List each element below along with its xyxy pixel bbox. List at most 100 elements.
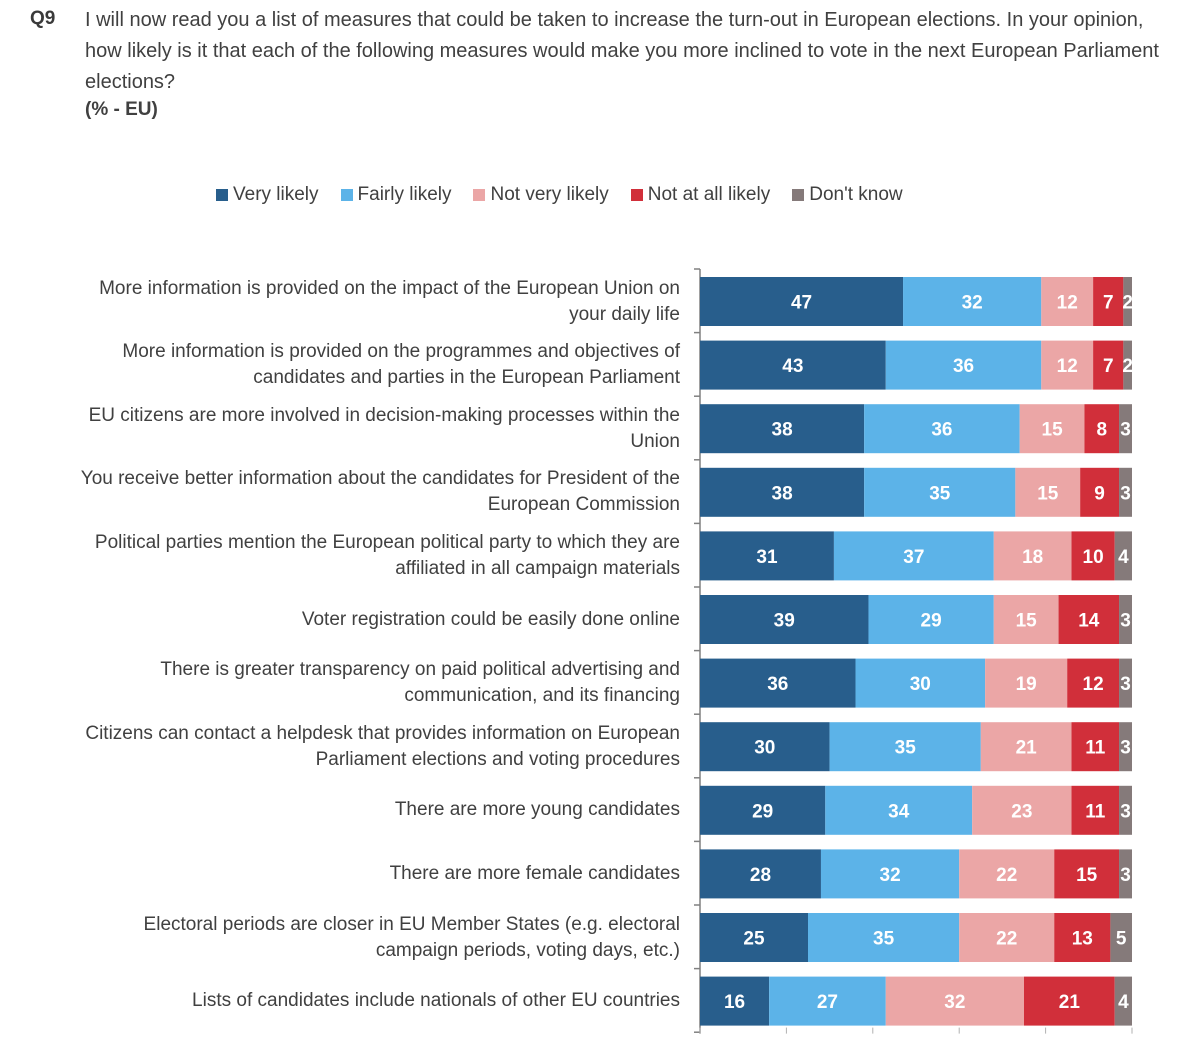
bar-segment <box>1119 658 1132 708</box>
bar-segment <box>700 722 830 772</box>
bar-segment <box>700 595 869 644</box>
bar-segment <box>1114 976 1132 1026</box>
bar-segment <box>700 785 826 835</box>
category-label: More information is provided on the prog… <box>122 341 680 389</box>
bar-segment <box>1119 404 1132 454</box>
legend-item-fairly-likely: Fairly likely <box>340 184 452 206</box>
bar-segment <box>1093 277 1124 326</box>
bar-value-label: 35 <box>929 483 951 504</box>
bar-segment <box>1119 722 1132 772</box>
bar-segment <box>833 531 994 581</box>
question-text: I will now read you a list of measures t… <box>85 9 1159 93</box>
bar-value-label: 15 <box>1042 420 1064 441</box>
bar-value-label: 27 <box>817 992 838 1013</box>
bar-value-label: 11 <box>1085 801 1106 822</box>
bar-value-label: 30 <box>754 738 775 759</box>
bar-segment <box>980 722 1072 772</box>
bar-segment <box>959 849 1055 899</box>
legend-label: Fairly likely <box>357 184 452 205</box>
bar-segment <box>1054 913 1111 962</box>
bar-value-label: 4 <box>1118 547 1129 568</box>
bar-value-label: 29 <box>752 801 773 822</box>
bar-segment <box>1123 340 1132 390</box>
bar-value-label: 12 <box>1057 293 1078 314</box>
bar-segment <box>868 595 994 644</box>
question-number: Q9 <box>30 8 56 29</box>
bar-value-label: 7 <box>1103 356 1114 377</box>
bar-value-label: 12 <box>1083 674 1104 695</box>
bar-value-label: 5 <box>1116 929 1127 950</box>
legend-label: Don't know <box>809 184 903 205</box>
legend-item-very-likely: Very likely <box>216 184 319 206</box>
bar-segment <box>1110 913 1132 962</box>
bar-segment <box>820 849 960 899</box>
bar-segment <box>700 467 865 517</box>
bar-value-label: 12 <box>1057 356 1078 377</box>
bar-value-label: 32 <box>880 865 901 886</box>
bar-segment <box>700 340 886 390</box>
bar-segment <box>1119 785 1132 835</box>
bar-segment <box>700 277 904 326</box>
bar-value-label: 8 <box>1096 420 1107 441</box>
bar-segment <box>700 404 865 454</box>
category-label: Voter registration could be easily done … <box>301 608 680 630</box>
bar-value-label: 23 <box>1011 801 1032 822</box>
bar-segment <box>885 976 1024 1026</box>
category-label: EU citizens are more involved in decisio… <box>88 404 680 452</box>
bar-value-label: 43 <box>782 356 803 377</box>
bar-value-label: 10 <box>1083 547 1104 568</box>
bar-value-label: 18 <box>1022 547 1043 568</box>
bar-value-label: 3 <box>1120 801 1131 822</box>
category-label: There is greater transparency on paid po… <box>160 659 680 707</box>
bar-value-label: 22 <box>996 865 1017 886</box>
bar-segment <box>1119 467 1132 517</box>
bar-segment <box>1071 722 1120 772</box>
legend-label: Not very likely <box>490 184 609 205</box>
bar-segment <box>700 531 834 581</box>
bar-segment <box>1114 531 1132 581</box>
category-label: More information is provided on the impa… <box>99 277 680 325</box>
bar-value-label: 3 <box>1120 483 1131 504</box>
bar-value-label: 11 <box>1085 738 1106 759</box>
bar-value-label: 15 <box>1037 483 1059 504</box>
category-label: Electoral periods are closer in EU Membe… <box>143 913 680 961</box>
bar-segment <box>959 913 1055 962</box>
bar-value-label: 3 <box>1120 738 1131 759</box>
legend-swatch-dont-know <box>792 189 805 201</box>
bar-value-label: 7 <box>1103 293 1114 314</box>
bar-value-label: 25 <box>743 929 765 950</box>
bar-value-label: 36 <box>767 674 788 695</box>
category-label: Political parties mention the European p… <box>94 531 680 579</box>
bar-segment <box>700 976 770 1026</box>
bar-value-label: 31 <box>756 547 778 568</box>
bar-value-label: 3 <box>1120 674 1131 695</box>
bar-segment <box>700 849 821 899</box>
legend-swatch-not-at-all-likely <box>630 189 643 201</box>
bar-segment <box>1041 340 1094 390</box>
legend-item-not-very-likely: Not very likely <box>473 184 609 206</box>
bar-value-label: 32 <box>962 293 983 314</box>
category-label: Lists of candidates include nationals of… <box>192 990 680 1012</box>
category-label: You receive better information about the… <box>80 468 680 516</box>
bar-value-label: 21 <box>1059 992 1081 1013</box>
category-label: Citizens can contact a helpdesk that pro… <box>85 722 680 770</box>
bar-value-label: 3 <box>1120 865 1131 886</box>
bar-segment <box>829 722 981 772</box>
bar-value-label: 16 <box>724 992 745 1013</box>
bar-value-label: 39 <box>774 611 795 632</box>
bar-value-label: 22 <box>996 929 1017 950</box>
bar-segment <box>769 976 886 1026</box>
bar-segment <box>1123 277 1132 326</box>
legend-label: Not at all likely <box>647 184 771 205</box>
bar-segment <box>1084 404 1120 454</box>
bar-segment <box>855 658 986 708</box>
chart-legend: Very likely Fairly likely Not very likel… <box>216 181 925 209</box>
bar-segment <box>825 785 973 835</box>
bar-segment <box>993 531 1072 581</box>
bar-segment <box>1019 404 1085 454</box>
bar-segment <box>1041 277 1094 326</box>
bar-segment <box>1058 595 1120 644</box>
bar-value-label: 38 <box>772 420 793 441</box>
bar-value-label: 29 <box>921 611 942 632</box>
category-label: There are more young candidates <box>394 799 680 821</box>
